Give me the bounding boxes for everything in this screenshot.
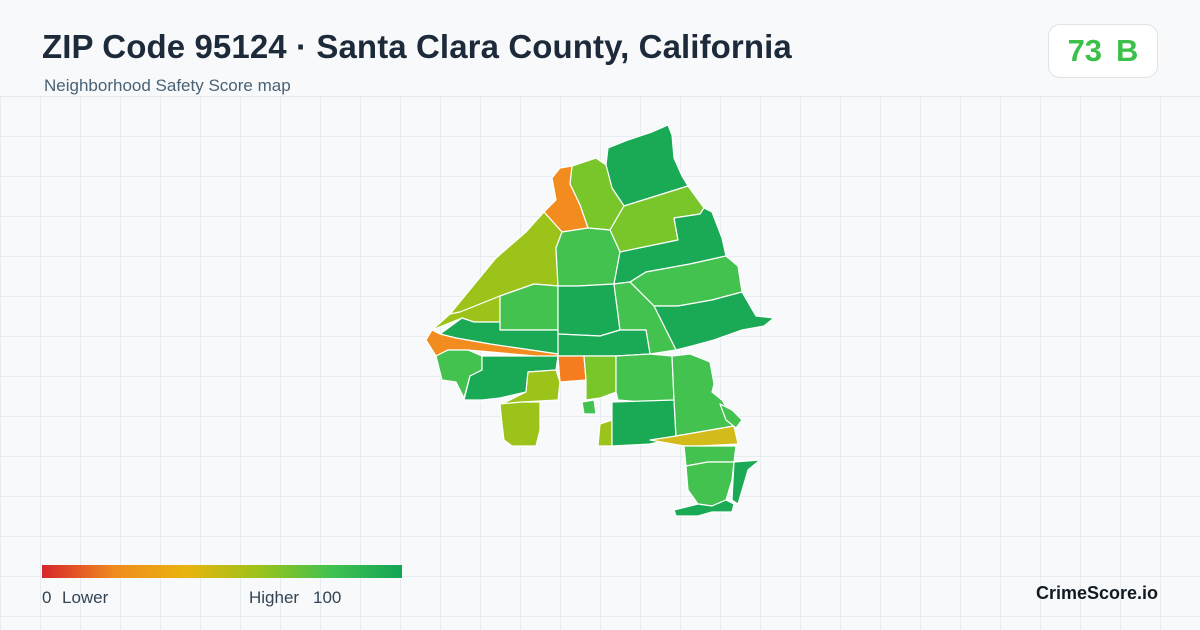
map-region[interactable]	[543, 165, 589, 233]
page-header: ZIP Code 95124 · Santa Clara County, Cal…	[0, 0, 1200, 97]
brand-logo-text: CrimeScore.io	[1036, 583, 1159, 603]
map-region[interactable]	[685, 461, 735, 507]
page-title: ZIP Code 95124 · Santa Clara County, Cal…	[42, 28, 792, 65]
page-subtitle: Neighborhood Safety Score map	[44, 76, 291, 95]
safety-score-badge: 73 B	[1048, 24, 1158, 78]
map-region[interactable]	[557, 355, 587, 383]
map-region[interactable]	[499, 401, 541, 447]
legend-min-value: 0	[42, 588, 52, 607]
map-region[interactable]	[557, 283, 621, 337]
map-region[interactable]	[653, 291, 775, 351]
map-region[interactable]	[463, 355, 559, 401]
map-region[interactable]	[597, 419, 613, 447]
safety-score-grade: B	[1116, 33, 1139, 68]
legend-max-value: 100	[313, 588, 342, 607]
map-region[interactable]	[673, 499, 735, 517]
legend-max-label: Higher	[249, 588, 300, 607]
map-region[interactable]	[501, 369, 561, 405]
map-region[interactable]	[719, 403, 743, 429]
safety-score-value: 73	[1067, 33, 1103, 68]
legend-min-label: Lower	[62, 588, 109, 607]
map-region[interactable]	[731, 459, 761, 505]
map-region[interactable]	[583, 355, 617, 401]
map-region[interactable]	[671, 353, 735, 437]
map-region[interactable]	[555, 227, 621, 287]
legend-gradient-bar	[42, 565, 402, 578]
map-region[interactable]	[581, 399, 597, 415]
map-region[interactable]	[615, 353, 675, 403]
